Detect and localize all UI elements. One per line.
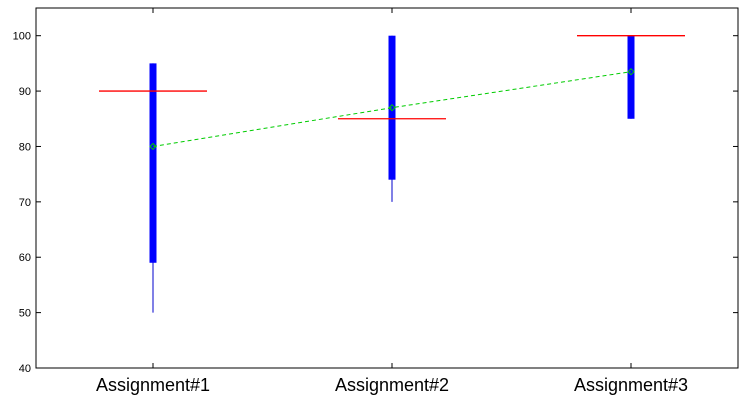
box-bar: [388, 35, 396, 180]
reference-lines: [99, 35, 685, 120]
mean-trend: [149, 67, 635, 151]
y-tick-label: 40: [19, 363, 31, 375]
x-axis: Assignment#1 Assignment#2 Assignment#3: [96, 8, 688, 395]
x-category-label: Assignment#3: [574, 375, 688, 395]
box-bar: [149, 63, 157, 263]
y-tick-label: 100: [13, 31, 31, 43]
mean-marker: [149, 142, 157, 151]
mean-marker: [627, 67, 635, 76]
y-tick-label: 70: [19, 197, 31, 209]
mean-marker: [388, 103, 396, 112]
y-axis: 40 50 60 70 80 90 100: [13, 31, 738, 375]
y-tick-label: 50: [19, 308, 31, 320]
y-tick-label: 90: [19, 86, 31, 98]
y-tick-label: 80: [19, 141, 31, 153]
boxes: [149, 35, 635, 263]
x-category-label: Assignment#1: [96, 375, 210, 395]
mean-trend-line: [152, 71, 632, 147]
box-bar: [627, 35, 635, 119]
y-tick-label: 60: [19, 252, 31, 264]
x-category-label: Assignment#2: [335, 375, 449, 395]
